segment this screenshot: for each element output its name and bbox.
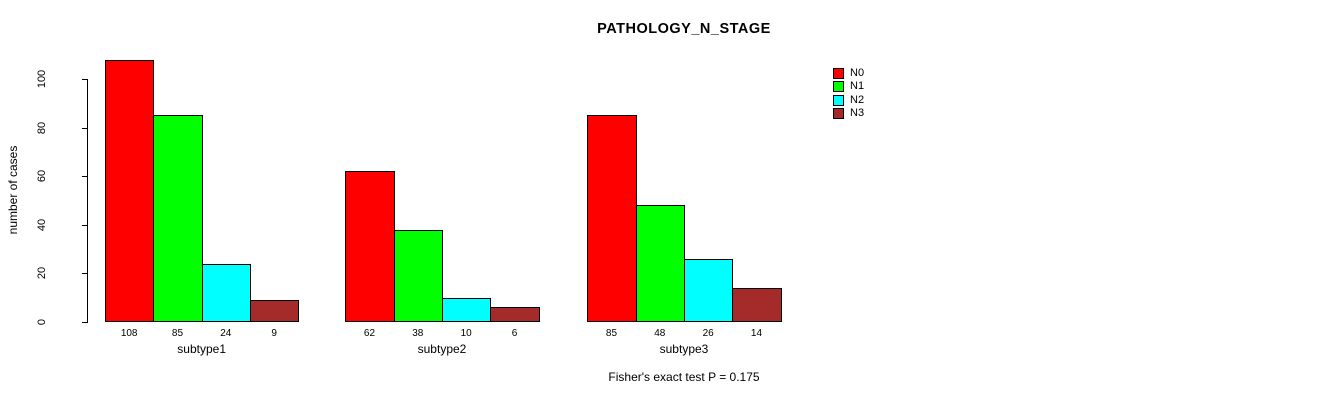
y-axis-label: number of cases [6,145,20,235]
bar-value-label: 48 [654,328,666,339]
bar-n0-subtype3 [587,115,637,322]
bar-value-label: 85 [605,328,618,339]
bar-n3-subtype1 [250,300,299,322]
bar-n1-subtype2 [394,230,443,322]
y-axis-tick-label: 20 [36,267,48,280]
legend-item-n0: N0 [833,67,864,80]
y-axis-tick [82,79,87,80]
legend-item-n2: N2 [833,94,864,107]
bar-value-label: 85 [171,328,184,339]
bar-value-label: 108 [120,328,138,339]
y-axis-tick [82,176,87,178]
bar-value-label: 24 [220,328,232,339]
legend-label: N1 [850,80,865,93]
y-axis-tick [82,224,87,226]
legend-swatch-n3 [833,108,844,120]
bar-value-label: 10 [460,328,472,339]
legend-swatch-n2 [833,94,844,106]
chart-title: PATHOLOGY_N_STAGE [597,21,771,37]
bar-value-label: 9 [271,328,277,339]
legend-swatch-n1 [833,81,844,93]
legend-item-n1: N1 [833,80,864,93]
x-axis-category-label: subtype2 [417,342,467,356]
legend-label: N0 [850,67,865,79]
bar-n2-subtype1 [202,264,251,322]
bar-n1-subtype1 [153,115,203,322]
bar-n0-subtype1 [105,60,154,322]
legend-label: N3 [850,107,865,120]
bar-n3-subtype3 [732,288,782,322]
annotation-text: Fisher's exact test P = 0.175 [608,370,760,384]
legend-swatch-n0 [833,68,844,79]
legend-item-n3: N3 [833,107,864,120]
y-axis-line [87,79,88,323]
bar-value-label: 6 [511,328,518,339]
legend-label: N2 [850,93,865,106]
bar-value-label: 62 [363,328,376,339]
y-axis-tick-label: 60 [36,170,48,183]
y-axis-tick [82,322,87,323]
bar-n2-subtype3 [684,259,733,322]
y-axis-tick-label: 80 [36,121,48,134]
bar-n2-subtype2 [442,298,491,322]
bar-value-label: 14 [750,328,763,339]
bar-n0-subtype2 [345,171,395,322]
y-axis-tick [82,273,87,275]
bar-value-label: 26 [702,328,714,339]
y-axis-tick-label: 0 [36,318,48,326]
y-axis-tick [82,127,87,129]
y-axis-tick-label: 40 [36,218,48,231]
bar-value-label: 38 [412,328,424,339]
y-axis-tick-label: 100 [36,69,48,89]
bar-n1-subtype3 [636,205,685,322]
x-axis-category-label: subtype1 [177,342,227,356]
x-axis-category-label: subtype3 [659,342,709,356]
bar-n3-subtype2 [490,307,540,322]
